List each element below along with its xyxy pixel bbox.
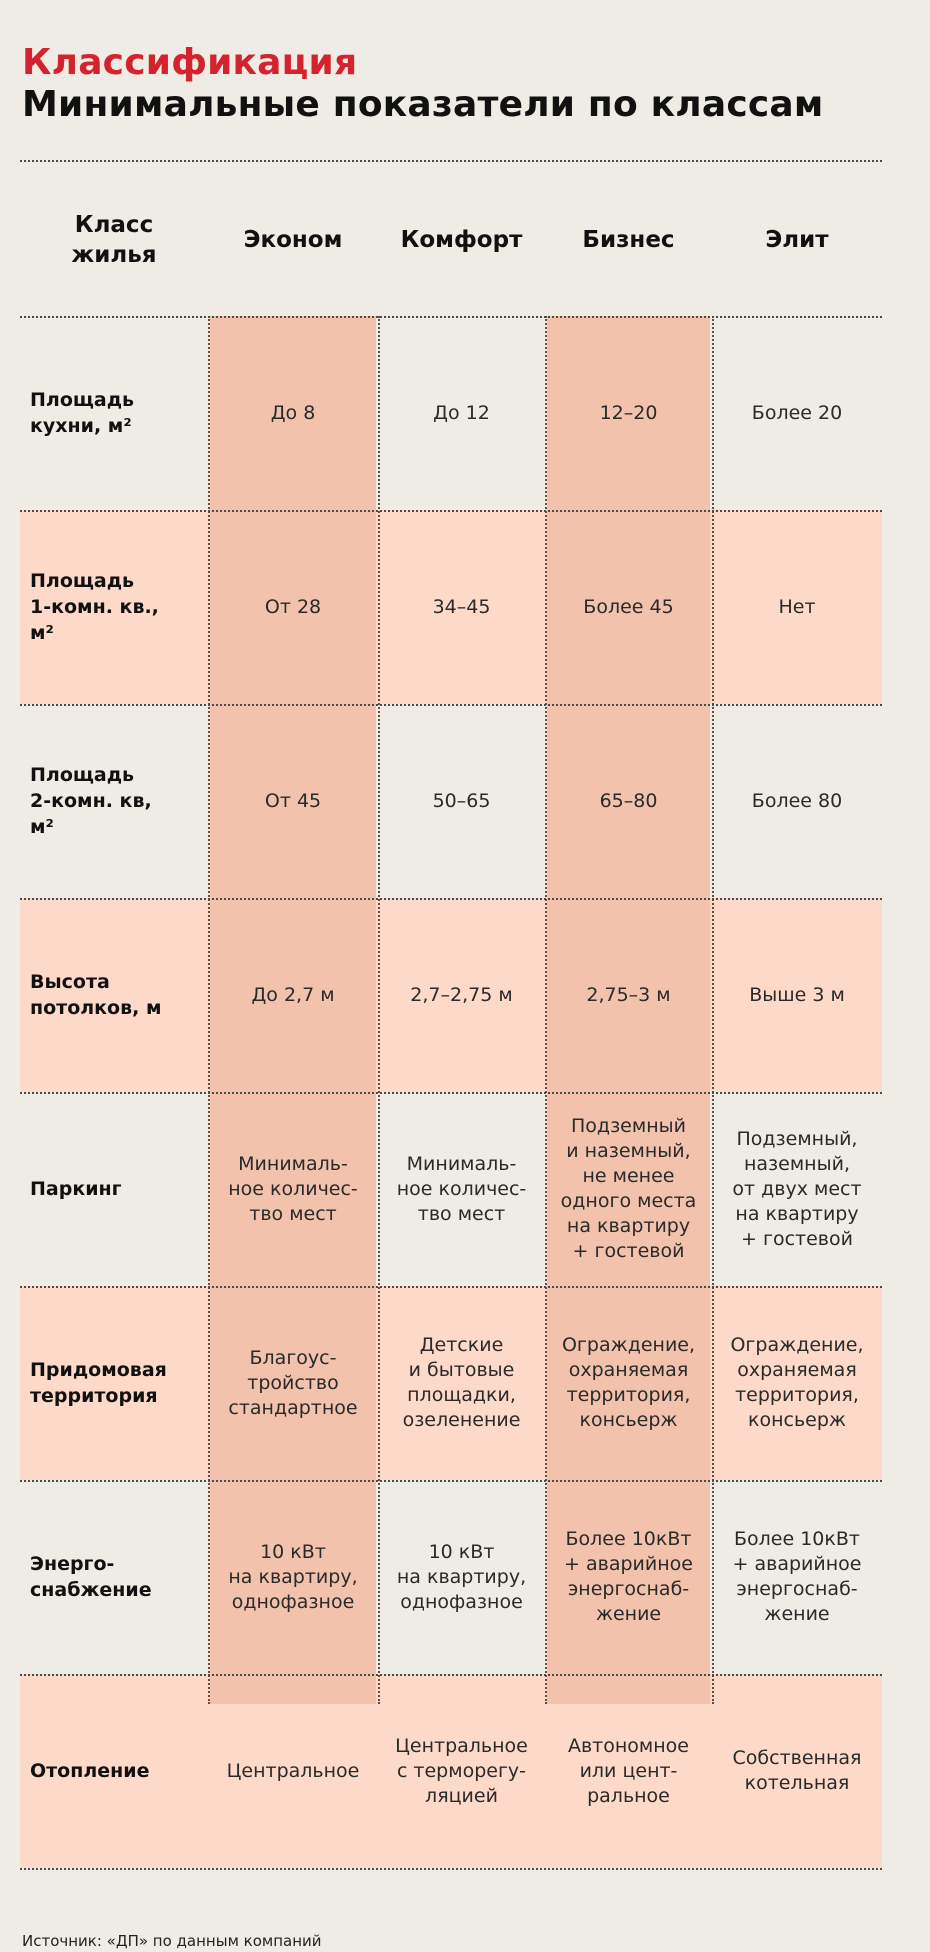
column-shade (210, 316, 376, 1704)
table-cell: От 45 (264, 789, 322, 812)
column-divider (378, 316, 380, 1704)
table-cell: 50–65 (432, 789, 491, 812)
row-divider (20, 1674, 882, 1676)
row-band (20, 1674, 882, 1868)
table-cell: 10 кВт на квартиру, однофазное (228, 1540, 358, 1613)
table-cell: Подземный, наземный, от двух мест на ква… (732, 1127, 862, 1250)
table-cell: Подземный и наземный, не менее одного ме… (560, 1115, 697, 1262)
row-label: Энерго- снабжение (30, 1553, 152, 1601)
table-cell: До 2,7 м (251, 983, 335, 1006)
row-divider (20, 1092, 882, 1094)
table-cell: Ограждение, охраняемая территория, консь… (561, 1334, 696, 1431)
table-cell: Более 10кВт + аварийное энергоснаб- жени… (732, 1528, 862, 1625)
row-divider (20, 1868, 882, 1870)
row-divider (20, 510, 882, 512)
table-cell: Выше 3 м (749, 983, 845, 1006)
table-cell: 34–45 (432, 595, 491, 618)
column-header: Бизнес (582, 227, 675, 253)
table-cell: Более 20 (751, 401, 843, 424)
table-cell: Минималь- ное количес- тво мест (228, 1152, 358, 1225)
table-cell: Детские и бытовые площадки, озеленение (402, 1334, 521, 1431)
row-divider (20, 160, 882, 162)
row-divider (20, 1480, 882, 1482)
row-label: Площадь 1-комн. кв., м² (30, 570, 159, 644)
table-cell: До 12 (433, 401, 490, 424)
column-header: Комфорт (400, 227, 523, 253)
column-divider (208, 316, 210, 1704)
table-cell: Центральное (226, 1759, 360, 1782)
table-cell: До 8 (270, 401, 316, 424)
table-cell: Автономное или цент- ральное (567, 1734, 689, 1807)
row-band (20, 898, 882, 1092)
table-cell: Благоус- тройство стандартное (228, 1346, 358, 1419)
row-label: Площадь 2-комн. кв, м² (30, 764, 152, 838)
section-kicker: Классификация (22, 42, 358, 83)
table-cell: 12–20 (599, 401, 658, 424)
table-cell: Нет (778, 595, 816, 618)
table-cell: 2,7–2,75 м (410, 983, 513, 1006)
row-band (20, 510, 882, 704)
column-header: Элит (765, 227, 829, 253)
row-label: Паркинг (30, 1178, 122, 1200)
column-shade (547, 316, 710, 1704)
table-cell: 65–80 (599, 789, 658, 812)
table-cell: Минималь- ное количес- тво мест (396, 1152, 527, 1225)
row-label: Придомовая территория (30, 1359, 167, 1407)
column-divider (545, 316, 547, 1704)
row-band (20, 1286, 882, 1480)
row-divider (20, 704, 882, 706)
row-divider (20, 898, 882, 900)
table-cell: 2,75–3 м (586, 983, 671, 1006)
source-note: Источник: «ДП» по данным компаний (22, 1932, 322, 1950)
table-cell: Более 10кВт + аварийное энергоснаб- жени… (564, 1528, 693, 1625)
column-divider (712, 316, 714, 1704)
row-divider (20, 1286, 882, 1288)
column-header-class: Класс жилья (71, 212, 157, 268)
table-cell: Ограждение, охраняемая территория, консь… (730, 1334, 864, 1431)
row-label: Отопление (30, 1760, 150, 1782)
table-cell: Более 45 (583, 595, 674, 618)
row-label: Площадь кухни, м² (30, 389, 135, 437)
column-header: Эконом (243, 227, 343, 253)
page-title: Минимальные показатели по классам (22, 84, 824, 125)
table-cell: Более 80 (751, 789, 843, 812)
table-cell: От 28 (264, 595, 322, 618)
row-label: Высота потолков, м (30, 971, 162, 1019)
table-cell: Собственная котельная (732, 1747, 862, 1794)
row-divider (20, 316, 882, 318)
table-cell: 10 кВт на квартиру, однофазное (396, 1540, 527, 1613)
table-cell: Центральное с терморегу- ляцией (395, 1734, 528, 1807)
